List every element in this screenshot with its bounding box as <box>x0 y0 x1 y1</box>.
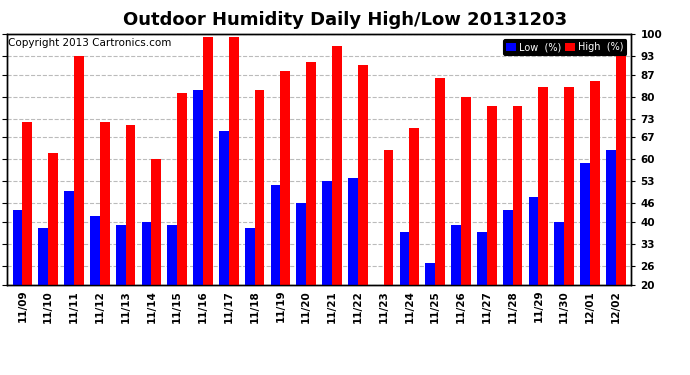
Bar <box>426 263 435 285</box>
Bar <box>400 232 409 285</box>
Bar <box>529 197 538 285</box>
Bar <box>48 153 58 285</box>
Bar <box>564 87 574 285</box>
Bar <box>461 97 471 285</box>
Bar <box>151 159 161 285</box>
Bar <box>297 203 306 285</box>
Bar <box>348 178 358 285</box>
Bar <box>435 78 445 285</box>
Bar <box>280 71 290 285</box>
Text: Outdoor Humidity Daily High/Low 20131203: Outdoor Humidity Daily High/Low 20131203 <box>123 11 567 29</box>
Bar <box>451 225 461 285</box>
Bar <box>64 191 74 285</box>
Bar <box>203 37 213 285</box>
Bar <box>606 150 616 285</box>
Bar <box>555 222 564 285</box>
Bar <box>168 225 177 285</box>
Bar <box>12 210 22 285</box>
Bar <box>229 37 239 285</box>
Bar <box>141 222 151 285</box>
Bar <box>477 232 487 285</box>
Bar <box>580 162 590 285</box>
Bar <box>219 131 229 285</box>
Bar <box>126 125 135 285</box>
Bar <box>487 106 497 285</box>
Bar <box>384 150 393 285</box>
Bar <box>538 87 549 285</box>
Bar <box>513 106 522 285</box>
Bar <box>100 122 110 285</box>
Bar <box>116 225 126 285</box>
Bar <box>90 216 100 285</box>
Text: Copyright 2013 Cartronics.com: Copyright 2013 Cartronics.com <box>8 39 172 48</box>
Bar <box>358 65 368 285</box>
Bar <box>39 228 48 285</box>
Bar <box>22 122 32 285</box>
Legend: Low  (%), High  (%): Low (%), High (%) <box>503 39 627 56</box>
Bar <box>616 50 626 285</box>
Bar <box>322 182 332 285</box>
Bar <box>306 62 316 285</box>
Bar <box>409 128 420 285</box>
Bar <box>332 46 342 285</box>
Bar <box>193 90 203 285</box>
Bar <box>270 184 280 285</box>
Bar <box>245 228 255 285</box>
Bar <box>503 210 513 285</box>
Bar <box>74 56 83 285</box>
Bar <box>177 93 187 285</box>
Bar <box>590 81 600 285</box>
Bar <box>255 90 264 285</box>
